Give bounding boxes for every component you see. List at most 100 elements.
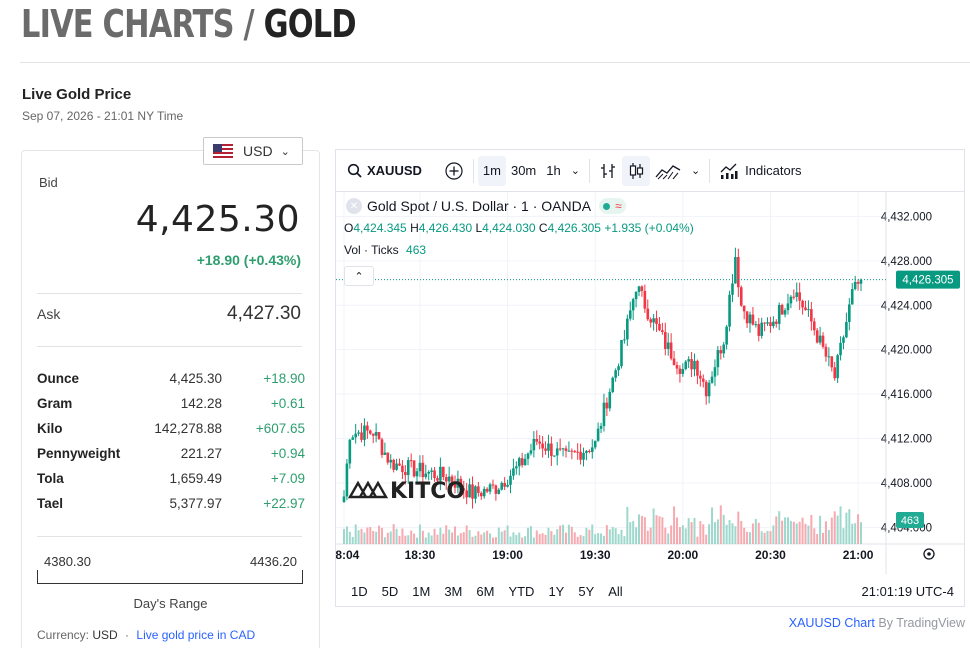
candle-body bbox=[523, 458, 527, 466]
xauusd-chart-link[interactable]: XAUUSD Chart bbox=[788, 616, 875, 630]
candle-body bbox=[450, 476, 454, 483]
candle-body bbox=[471, 484, 474, 499]
volume-bar bbox=[728, 520, 731, 544]
volume-bar bbox=[711, 507, 714, 544]
currency-select[interactable]: USD ⌄ bbox=[203, 137, 303, 165]
candle-body bbox=[634, 291, 638, 300]
range-5y[interactable]: 5Y bbox=[578, 583, 595, 599]
last-price-badge bbox=[896, 270, 960, 289]
volume-bar bbox=[570, 526, 573, 544]
candle-body bbox=[780, 304, 784, 315]
volume-bar bbox=[690, 522, 693, 544]
close-icon[interactable]: ✕ bbox=[346, 198, 362, 214]
candle-body bbox=[798, 292, 801, 301]
chart-clock[interactable]: 21:01:19 UTC-4 bbox=[861, 583, 955, 599]
range-6m[interactable]: 6M bbox=[476, 583, 495, 599]
interval-1m[interactable]: 1m bbox=[477, 155, 506, 186]
volume-bar bbox=[354, 524, 357, 544]
candle-body bbox=[628, 310, 632, 319]
volume-bar bbox=[383, 537, 386, 544]
volume-bar bbox=[763, 532, 766, 544]
volume-bar bbox=[842, 528, 845, 544]
interval-dropdown[interactable]: ⌄ bbox=[566, 156, 585, 186]
range-ytd[interactable]: YTD bbox=[508, 583, 535, 599]
volume-bar bbox=[746, 531, 749, 544]
volume-bar bbox=[655, 515, 658, 544]
volume-bar bbox=[801, 517, 804, 544]
candle-body bbox=[515, 466, 518, 469]
volume-bar bbox=[719, 505, 722, 544]
search-icon bbox=[347, 163, 362, 178]
chart-toolbar: XAUUSD 1m 30m 1h ⌄ ⌄ Indicators bbox=[336, 150, 964, 192]
last-volume-label: 463 bbox=[901, 515, 919, 527]
volume-bar bbox=[538, 534, 541, 544]
candle-body bbox=[599, 425, 603, 429]
x-tick-label: 19:00 bbox=[492, 548, 523, 562]
candle-body bbox=[701, 378, 705, 382]
candle-body bbox=[368, 430, 372, 434]
cad-price-link[interactable]: Live gold price in CAD bbox=[136, 628, 256, 642]
volume-bar bbox=[489, 533, 492, 544]
candle-body bbox=[345, 463, 349, 497]
price-chart-plot[interactable]: 4,432.000 4,428.000 4,424.000 4,420.000 4,41… bbox=[336, 192, 964, 574]
candle-body bbox=[658, 323, 661, 331]
candle-body bbox=[477, 486, 480, 493]
range-1d[interactable]: 1D bbox=[351, 583, 368, 599]
volume-bar bbox=[781, 520, 784, 544]
volume-bar bbox=[836, 515, 839, 544]
volume-bar bbox=[451, 532, 454, 544]
candle-body bbox=[812, 321, 816, 331]
indicators-button[interactable]: Indicators bbox=[714, 156, 806, 186]
volume-legend: Vol · Ticks 463 bbox=[344, 243, 426, 257]
candle-body bbox=[430, 470, 433, 472]
compare-symbol-button[interactable] bbox=[439, 156, 469, 186]
candle-body bbox=[848, 304, 851, 322]
candle-body bbox=[745, 311, 749, 324]
volume-bar bbox=[845, 512, 848, 544]
volume-bar bbox=[424, 537, 427, 544]
candle-body bbox=[818, 335, 822, 343]
candle-body bbox=[760, 322, 763, 336]
candle-body bbox=[678, 368, 682, 374]
volume-bar bbox=[588, 529, 591, 544]
volume-bar bbox=[591, 524, 594, 544]
candle-body bbox=[842, 337, 845, 343]
volume-bar bbox=[500, 531, 503, 544]
unit-change: +607.65 bbox=[255, 421, 305, 436]
area-style-button[interactable] bbox=[650, 156, 686, 186]
range-1y[interactable]: 1Y bbox=[548, 583, 565, 599]
unit-row-pennyweight: Pennyweight 221.27 +0.94 bbox=[37, 441, 305, 466]
interval-30m[interactable]: 30m bbox=[510, 163, 537, 178]
volume-bar bbox=[754, 518, 757, 544]
volume-bar bbox=[559, 525, 562, 544]
page-title-prefix: LIVE CHARTS bbox=[21, 2, 235, 46]
range-3m[interactable]: 3M bbox=[444, 583, 463, 599]
candle-body bbox=[398, 463, 401, 466]
candle-body bbox=[608, 391, 612, 409]
volume-bar bbox=[445, 525, 448, 544]
candle-body bbox=[810, 309, 813, 322]
candle-body bbox=[427, 471, 431, 474]
range-1m[interactable]: 1M bbox=[412, 583, 431, 599]
chart-style-dropdown[interactable]: ⌄ bbox=[686, 156, 705, 186]
volume-bar bbox=[357, 530, 360, 544]
interval-1h[interactable]: 1h bbox=[546, 163, 561, 178]
candle-body bbox=[713, 367, 717, 377]
candles-style-button[interactable] bbox=[621, 155, 650, 186]
bar-style-button[interactable] bbox=[594, 156, 622, 186]
volume-bar bbox=[582, 536, 585, 544]
candle-body bbox=[707, 382, 711, 397]
chevron-down-icon: ⌄ bbox=[690, 165, 701, 177]
candle-body bbox=[506, 484, 509, 487]
candle-body bbox=[722, 344, 726, 354]
symbol-search-button[interactable]: XAUUSD bbox=[342, 156, 427, 186]
volume-bar bbox=[567, 524, 570, 544]
volume-bar bbox=[369, 527, 372, 544]
volume-bar bbox=[737, 511, 740, 544]
candle-body bbox=[573, 451, 577, 453]
collapse-legend-button[interactable]: ⌃ bbox=[344, 266, 374, 286]
candle-body bbox=[681, 369, 685, 374]
range-5d[interactable]: 5D bbox=[381, 583, 399, 599]
range-all[interactable]: All bbox=[608, 583, 623, 599]
candle-body bbox=[503, 482, 506, 487]
